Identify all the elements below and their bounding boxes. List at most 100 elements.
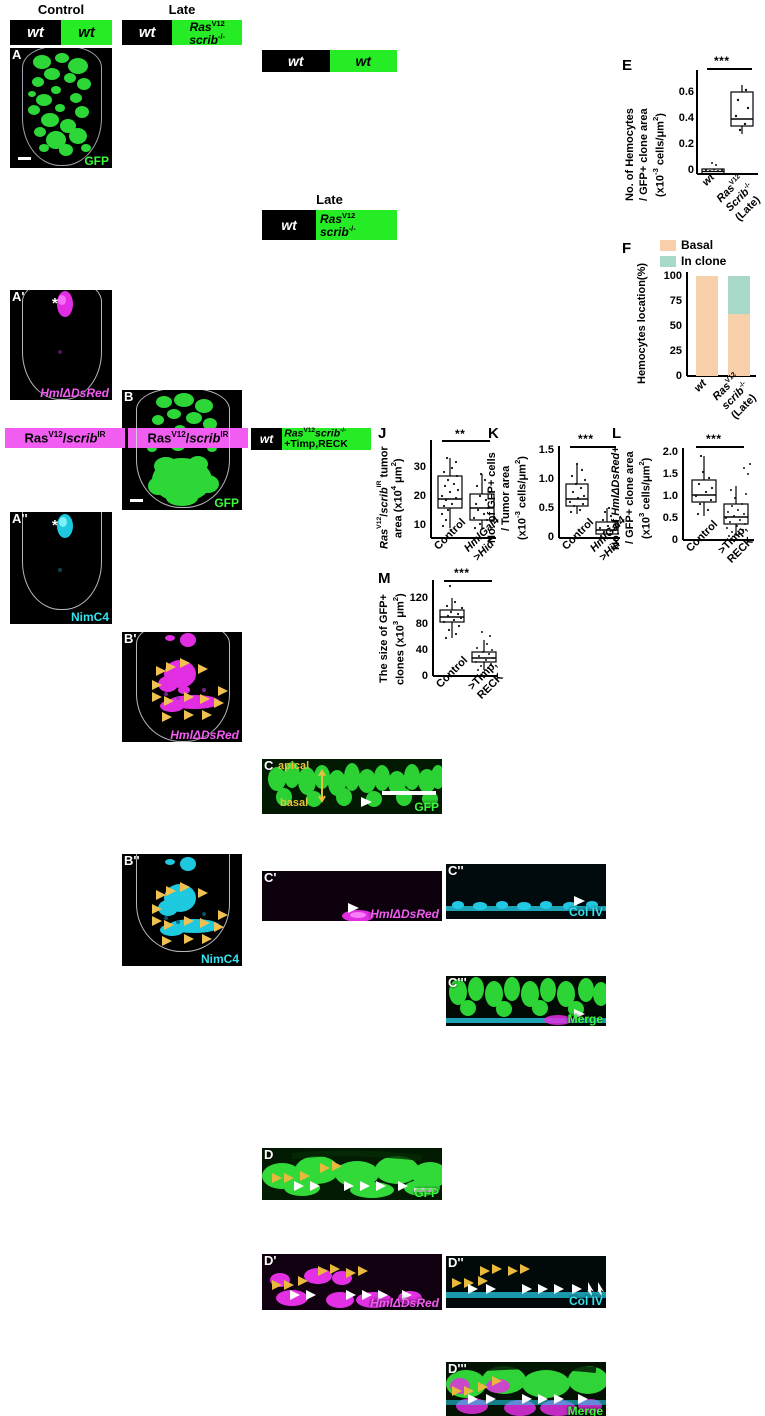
channel-label-D-triple-prime: Merge	[567, 1404, 603, 1416]
panel-label-B-double-prime: B''	[124, 854, 140, 868]
genotype-bar-C: wt wt	[262, 50, 397, 72]
chart-E-plot[interactable]	[696, 70, 758, 178]
chart-J-ytick-2: 30	[413, 461, 426, 473]
channel-label-D-double-prime: Col IV	[568, 1294, 603, 1308]
ras-text-G: Ras	[24, 430, 49, 446]
micrograph-C-prime[interactable]: C' HmlΔDsRed	[262, 871, 442, 921]
chart-M-ytick-0: 0	[421, 670, 428, 682]
chart-E-significance: ***	[714, 54, 730, 68]
genotype-wt-left-C: wt	[262, 50, 330, 72]
channel-label-A: GFP	[84, 154, 109, 168]
chart-L-ylabel-line1: No. of HmlΔDsRed+	[610, 446, 622, 550]
panel-label-B: B	[124, 390, 134, 404]
legend-label-inclone: In clone	[681, 254, 727, 268]
scrib-text-I: scrib	[315, 427, 341, 440]
ras-sup-I: V12	[303, 427, 316, 435]
chart-E-xtick-1: RasV12 Scrib-/- (Late)	[714, 173, 763, 224]
chart-K-ytick-0: 0	[547, 531, 554, 543]
micrograph-C[interactable]: C apical basal GFP	[262, 759, 442, 814]
micrograph-C-double-prime[interactable]: C'' Col IV	[446, 864, 606, 919]
micrograph-D[interactable]: D GFP	[262, 1148, 442, 1200]
micrograph-B-prime[interactable]: B' HmlΔDsRed	[122, 632, 242, 742]
ras-sup-G: V12	[48, 430, 63, 440]
panel-label-F: F	[622, 240, 632, 257]
column-header-late-D: Late	[316, 192, 343, 207]
genotype-bar-G: RasV12/scribIR	[5, 428, 125, 448]
micrograph-D-prime[interactable]: D' HmlΔDsRed	[262, 1254, 442, 1310]
chart-L-ytick-2: 1.0	[662, 490, 678, 502]
chart-L-ytick-0: 0	[671, 534, 678, 546]
channel-label-B: GFP	[214, 496, 239, 510]
ras-text: Ras	[320, 212, 343, 226]
channel-label-C: GFP	[414, 800, 439, 814]
panel-label-A-double-prime: A''	[12, 512, 28, 526]
basal-label: basal	[280, 797, 309, 809]
chart-J-significance: **	[455, 427, 466, 441]
ir-sup-G: IR	[97, 430, 106, 440]
chart-E-ylabel-line1: No. of Hemocytes	[624, 108, 636, 202]
tissue-outline	[136, 632, 230, 742]
micrograph-A-double-prime[interactable]: * A'' NimC4	[10, 512, 112, 624]
chart-J-plot[interactable]	[430, 440, 496, 542]
chart-L-ytick-1: 0.5	[662, 512, 678, 524]
chart-M-ytick-1: 40	[415, 644, 428, 656]
channel-label-A-double-prime: NimC4	[70, 610, 109, 624]
chart-E-ytick-2: 0.4	[678, 112, 694, 124]
chart-M-ytick-2: 80	[415, 618, 428, 630]
channel-label-B-prime: HmlΔDsRed	[170, 728, 239, 742]
panel-label-B-prime: B'	[124, 632, 137, 646]
chart-K-sig-line	[570, 446, 616, 448]
panel-label-L: L	[612, 425, 622, 442]
chart-M-significance: ***	[454, 566, 470, 580]
genotype-ras-scrib-late: RasV12 scrib-/-	[172, 19, 242, 47]
channel-label-D: GFP	[414, 1186, 439, 1200]
chart-F-ytick-1: 25	[669, 345, 682, 357]
panel-label-K: K	[488, 425, 499, 442]
panel-label-E: E	[622, 57, 633, 74]
genotype-timp-reck-I: RasV12scrib-/- +Timp,RECK	[282, 427, 371, 450]
scrib-text: scrib	[189, 32, 219, 47]
micrograph-D-double-prime[interactable]: D'' Col IV	[446, 1256, 606, 1308]
micrograph-A[interactable]: A GFP	[10, 48, 112, 168]
ras-text-I: Ras	[284, 427, 304, 440]
panel-label-D-prime: D'	[264, 1254, 277, 1268]
genotype-wt-left: wt	[10, 20, 61, 45]
chart-F-plot[interactable]	[686, 272, 756, 384]
chart-E-ylabel-line2: / GFP+ clone area	[638, 108, 650, 202]
genotype-wt-I: wt	[251, 428, 283, 450]
genotype-wt-left-D: wt	[262, 210, 316, 240]
chart-K-plot[interactable]	[558, 446, 620, 542]
tissue-outline	[136, 854, 230, 952]
chart-M-sig-line	[444, 580, 492, 582]
panel-label-J: J	[378, 425, 387, 442]
micrograph-B[interactable]: B GFP	[122, 390, 242, 510]
genotype-bar-I: wt RasV12scrib-/- +Timp,RECK	[251, 427, 371, 450]
chart-E-ytick-0: 0	[687, 164, 694, 176]
chart-E-ytick-3: 0.6	[678, 86, 694, 98]
genotype-wt-right-C: wt	[329, 50, 397, 72]
micrograph-C-triple-prime[interactable]: C''' Merge	[446, 976, 606, 1026]
chart-F-ytick-3: 75	[669, 295, 682, 307]
chart-L-significance: ***	[706, 432, 722, 446]
panel-label-M: M	[378, 570, 391, 587]
channel-label-B-double-prime: NimC4	[200, 952, 239, 966]
micrograph-D-triple-prime[interactable]: D''' Merge	[446, 1362, 606, 1416]
chart-E-sig-line	[707, 68, 752, 70]
panel-label-C-triple-prime: C'''	[448, 976, 467, 990]
panel-label-C-prime: C'	[264, 871, 277, 885]
micrograph-B-double-prime[interactable]: B'' NimC4	[122, 854, 242, 966]
asterisk-marker: *	[52, 517, 58, 534]
micrograph-A-prime[interactable]: * A' HmlΔDsRed	[10, 290, 112, 400]
chart-K-ytick-3: 1.5	[538, 444, 554, 456]
chart-J-ytick-0: 10	[413, 519, 426, 531]
chart-E-ylabel-line3: (x10-3 cells/μm2)	[651, 113, 667, 197]
tissue-outline	[22, 512, 102, 610]
ras-text: Ras	[189, 19, 212, 34]
chart-M-ytick-3: 120	[409, 592, 428, 604]
channel-label-C-triple-prime: Merge	[567, 1012, 603, 1026]
chart-L-plot[interactable]	[682, 448, 754, 544]
scale-bar-C	[382, 791, 436, 795]
asterisk-marker: *	[52, 295, 58, 312]
chart-M-plot[interactable]	[432, 580, 498, 680]
chart-L-ytick-4: 2.0	[662, 446, 678, 458]
